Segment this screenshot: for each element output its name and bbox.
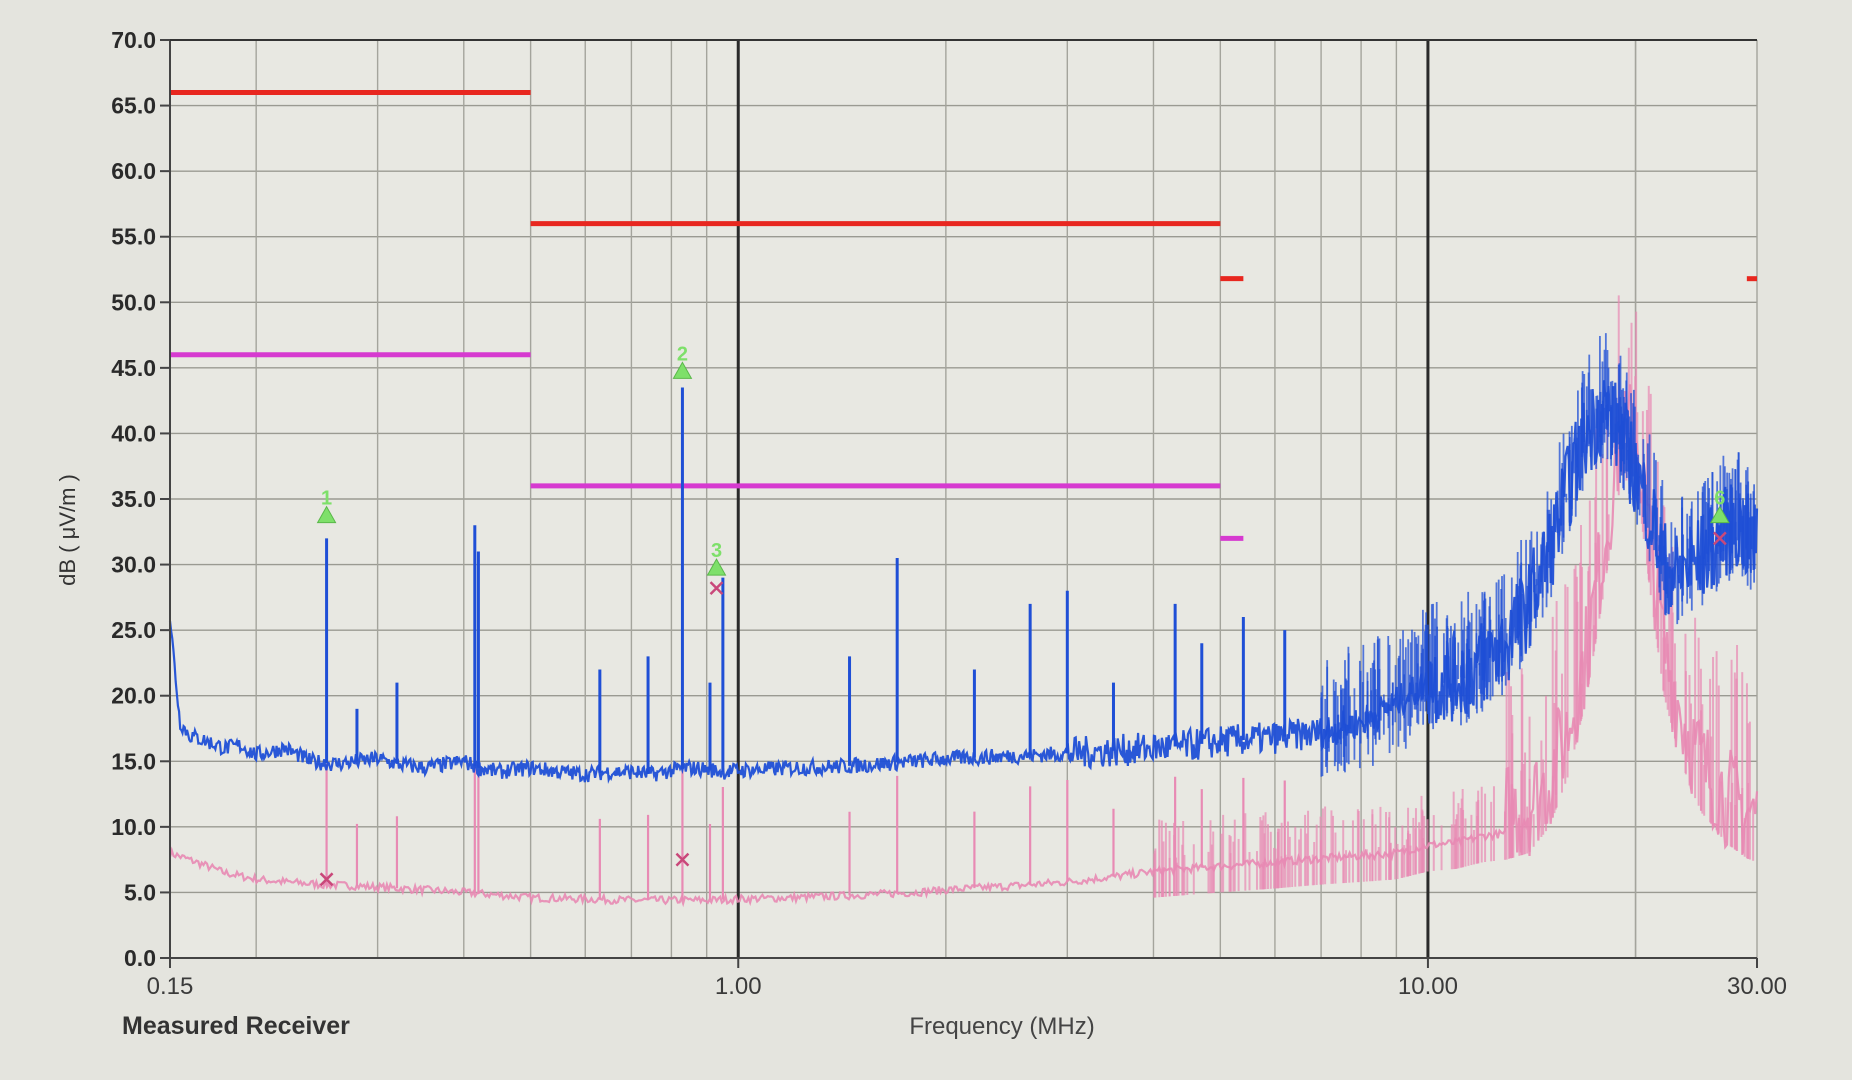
x-tick-label: 1.00: [715, 973, 762, 1000]
marker-triangle: [1709, 505, 1730, 524]
markers: 1 2 3 6: [316, 343, 1730, 887]
y-tick-label: 50.0: [111, 289, 156, 315]
average-marker-cross: [675, 852, 690, 867]
y-tick-label: 45.0: [111, 355, 156, 381]
measured-receiver-label: Measured Receiver: [122, 1012, 350, 1040]
average-marker-cross: [1712, 531, 1727, 546]
x-tick-label: 10.00: [1398, 973, 1458, 1000]
y-tick-label: 40.0: [111, 420, 156, 446]
y-tick-label: 10.0: [111, 814, 156, 840]
y-tick-label: 5.0: [124, 879, 156, 905]
y-tick-label: 0.0: [124, 945, 156, 971]
y-tick-label: 20.0: [111, 683, 156, 709]
y-tick-label: 55.0: [111, 224, 156, 250]
y-tick-label: 60.0: [111, 158, 156, 184]
average-marker-cross: [709, 581, 724, 596]
y-tick-label: 35.0: [111, 486, 156, 512]
y-tick-label: 15.0: [111, 748, 156, 774]
marker-label: 1: [321, 488, 332, 510]
x-tick-label: 30.00: [1727, 973, 1787, 1000]
peak-trace-group: [168, 333, 1759, 784]
x-axis-label: Frequency (MHz): [909, 1013, 1094, 1040]
y-tick-label: 25.0: [111, 617, 156, 643]
marker-label: 6: [1714, 488, 1725, 510]
limit-lines: [170, 89, 1757, 541]
y-tick-label: 70.0: [111, 27, 156, 53]
average-marker-cross: [319, 872, 334, 887]
x-tick-label: 0.15: [147, 973, 194, 1000]
marker-label: 3: [711, 540, 722, 562]
y-tick-label: 30.0: [111, 552, 156, 578]
marker-triangle: [706, 558, 727, 576]
y-tick-label: 65.0: [111, 93, 156, 119]
y-axis-label: dB ( μV/m ): [55, 474, 80, 586]
marker-label: 2: [677, 343, 688, 365]
marker-triangle: [672, 361, 693, 379]
average-trace: [168, 384, 1759, 908]
axes: 0.0 5.0 10.0 15.0 20.0 25.0 30.0 35.0 40.0 45.0 50…: [111, 27, 1787, 1000]
marker-triangle: [316, 505, 337, 524]
grid: [170, 39, 1758, 959]
